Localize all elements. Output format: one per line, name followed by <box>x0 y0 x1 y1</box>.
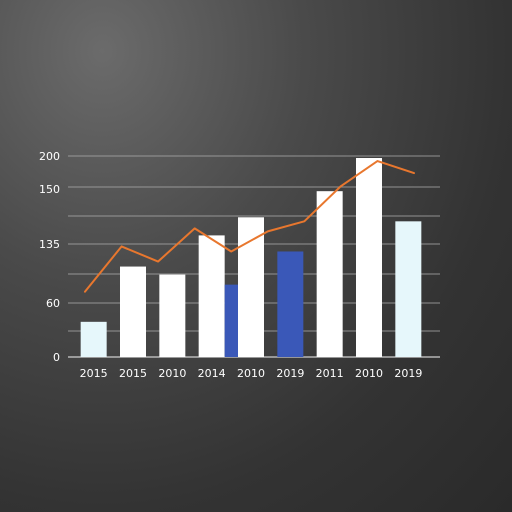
x-tick-label: 2019 <box>276 367 304 380</box>
bar <box>356 158 382 357</box>
x-tick-label: 2015 <box>119 367 147 380</box>
y-tick-label: 135 <box>39 238 60 251</box>
bar <box>198 235 225 357</box>
bar <box>120 266 146 357</box>
line-series <box>84 160 415 293</box>
bar-layer <box>80 158 422 357</box>
bar <box>238 217 264 357</box>
x-tick-label: 2011 <box>316 367 344 380</box>
x-axis-ticks: 2015 2015 2010 2014 2010 2019 2011 2010 2019 <box>80 367 423 380</box>
y-tick-label: 60 <box>46 297 60 310</box>
bar <box>80 321 107 357</box>
x-tick-label: 2015 <box>80 367 108 380</box>
y-axis-ticks: 0 60 135 150 200 <box>39 150 60 364</box>
x-tick-label: 2014 <box>198 367 226 380</box>
y-tick-label: 150 <box>39 183 60 196</box>
x-tick-label: 2010 <box>237 367 265 380</box>
bar <box>159 274 186 357</box>
bar <box>277 251 304 357</box>
x-tick-label: 2010 <box>158 367 186 380</box>
y-tick-label: 0 <box>53 351 60 364</box>
line-layer <box>84 160 415 293</box>
y-tick-label: 200 <box>39 150 60 163</box>
bar <box>316 191 343 357</box>
x-tick-label: 2019 <box>394 367 422 380</box>
bar <box>395 221 422 357</box>
x-tick-label: 2010 <box>355 367 383 380</box>
